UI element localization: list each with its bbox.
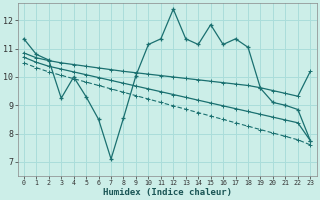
X-axis label: Humidex (Indice chaleur): Humidex (Indice chaleur) — [103, 188, 232, 197]
